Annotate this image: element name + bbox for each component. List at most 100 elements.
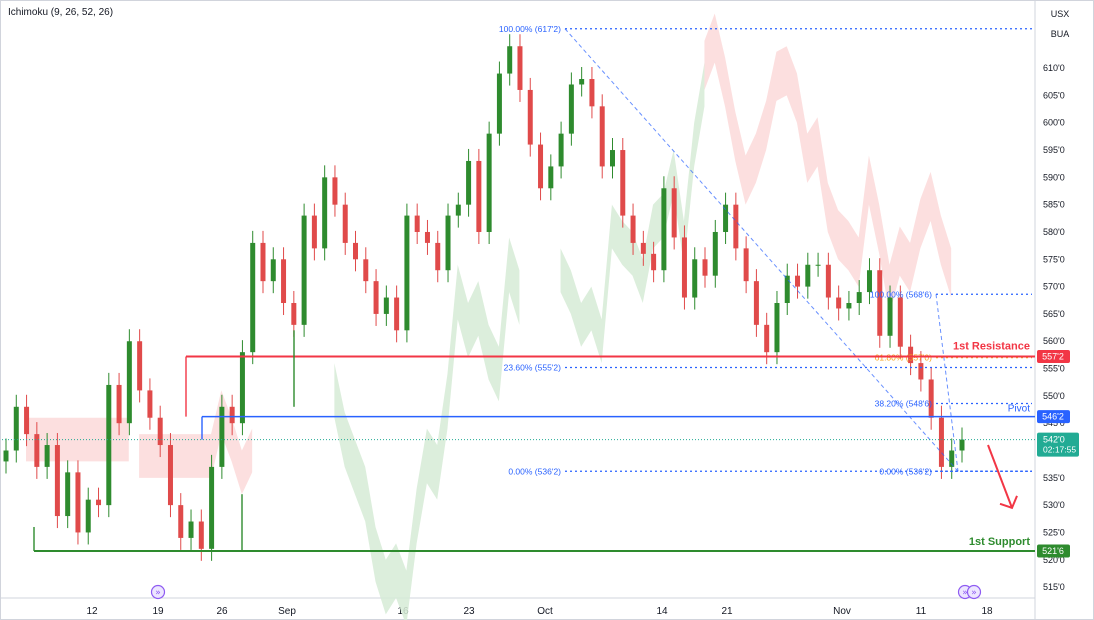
candle-body	[229, 406, 235, 424]
candle-body	[34, 434, 40, 467]
axis-mode-bua[interactable]: BUA	[1050, 29, 1070, 39]
candle-body	[476, 160, 482, 232]
candle-body	[54, 445, 60, 517]
x-tick-label: 19	[152, 606, 164, 617]
candle-body	[44, 445, 50, 467]
candle-body	[96, 499, 102, 506]
candle-body	[856, 292, 862, 303]
candle-body	[517, 46, 523, 90]
level-price-tag	[1037, 544, 1070, 558]
candle-body	[764, 324, 770, 353]
candle-body	[568, 84, 574, 134]
candle-body	[877, 270, 883, 336]
candle-body	[24, 406, 30, 435]
candle-body	[949, 450, 955, 467]
y-tick-label: 600'0	[1043, 118, 1065, 128]
y-tick-label: 535'0	[1043, 473, 1065, 483]
candle-body	[609, 150, 615, 167]
y-tick-label: 590'0	[1043, 172, 1065, 182]
y-tick-label: 610'0	[1043, 63, 1065, 73]
candle-body	[795, 275, 801, 287]
candle-body	[435, 242, 441, 271]
candle-body	[137, 341, 143, 391]
x-tick-label: Nov	[833, 606, 851, 617]
candle-body	[784, 275, 790, 303]
candle-body	[383, 297, 389, 314]
candle-body	[805, 264, 811, 287]
event-marker-glyph: »	[971, 588, 977, 598]
candle-body	[85, 499, 91, 533]
candle-body	[332, 177, 338, 205]
x-tick-label: 26	[216, 606, 228, 617]
candle-body	[281, 259, 287, 303]
candle-body	[13, 406, 19, 451]
candle-body	[723, 204, 729, 232]
x-tick-label: 14	[656, 606, 668, 617]
y-tick-label: 545'0	[1043, 418, 1065, 428]
candle-body	[486, 133, 492, 232]
fib-level-label: 38.20% (548'6)	[875, 399, 933, 409]
event-marker-glyph: »	[155, 588, 161, 598]
candle-body	[538, 144, 544, 189]
event-marker-icon	[150, 584, 166, 600]
cloud-bear-segment	[139, 390, 253, 495]
candle-body	[126, 341, 132, 424]
candle-body	[260, 242, 266, 282]
candle-body	[620, 150, 626, 216]
y-tick-label: 575'0	[1043, 254, 1065, 264]
candle-body	[733, 204, 739, 249]
x-tick-label: 18	[981, 606, 993, 617]
y-tick-label: 580'0	[1043, 227, 1065, 237]
candle-body	[291, 303, 297, 325]
cloud-bull-segment	[334, 237, 520, 620]
candle-body	[774, 303, 780, 353]
indicator-legend[interactable]: Ichimoku (9, 26, 52, 26)	[8, 7, 114, 18]
fib-level-label: 0.00% (536'2)	[879, 466, 932, 476]
candle-body	[322, 177, 328, 249]
candle-body	[928, 379, 934, 418]
axis-mode-usx[interactable]: USX	[1050, 9, 1070, 19]
fib-level-label: 100.00% (568'6)	[870, 289, 932, 299]
candle-body	[908, 346, 914, 364]
ichimoku-cloud	[26, 13, 952, 620]
cloud-bear-segment	[704, 13, 952, 314]
y-tick-label: 560'0	[1043, 336, 1065, 346]
candle-body	[167, 445, 173, 506]
candle-body	[496, 73, 502, 134]
level-annotation: 1st Support	[969, 536, 1030, 548]
candle-body	[198, 521, 204, 549]
y-tick-label: 565'0	[1043, 309, 1065, 319]
candle-body	[414, 215, 420, 232]
fib-trendline	[564, 28, 959, 472]
level-price-label: 546'2	[1042, 412, 1064, 422]
bearish-arrow-head	[999, 495, 1018, 510]
candle-body	[825, 264, 831, 298]
candle-body	[147, 390, 153, 418]
candle-body	[157, 417, 163, 446]
candles	[3, 34, 965, 561]
candle-body	[507, 46, 513, 74]
cloud-bull-segment	[560, 62, 705, 364]
level-price-label: 557'2	[1042, 352, 1064, 362]
fib-level-label: 0.00% (536'2)	[508, 466, 561, 476]
candle-body	[589, 79, 595, 107]
level-annotation: 1st Resistance	[953, 341, 1030, 353]
candle-body	[712, 231, 718, 276]
x-tick-label: Oct	[537, 606, 553, 617]
bearish-arrow-shaft	[987, 444, 1013, 509]
candle-body	[692, 259, 698, 298]
candle-body	[75, 472, 81, 533]
candle-body	[301, 215, 307, 325]
candle-body	[65, 472, 71, 517]
candle-body	[640, 242, 646, 254]
candle-body	[918, 363, 924, 380]
candle-body	[445, 215, 451, 271]
y-tick-label: 585'0	[1043, 200, 1065, 210]
level-price-tag	[1037, 350, 1070, 364]
candle-body	[661, 188, 667, 271]
candle-body	[815, 264, 821, 266]
x-tick-label: 12	[86, 606, 98, 617]
candle-body	[311, 215, 317, 249]
event-marker-icon	[966, 584, 982, 600]
